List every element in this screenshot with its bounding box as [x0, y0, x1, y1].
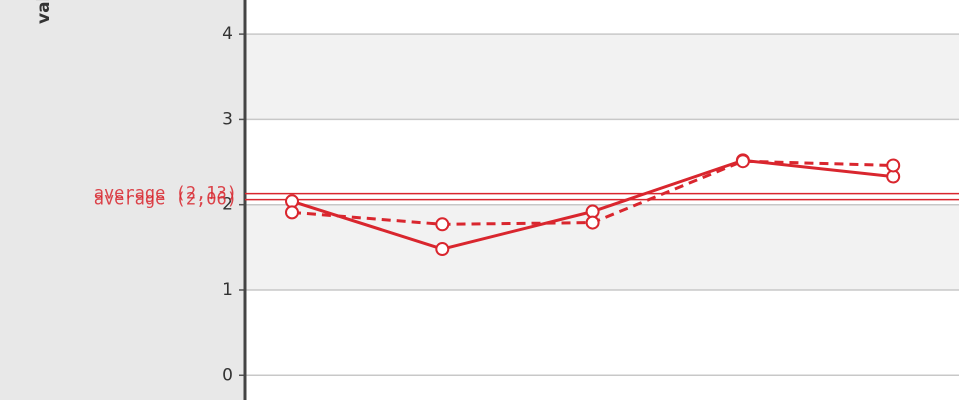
average-label: average (2,13): [94, 184, 237, 204]
point: [886, 158, 901, 173]
point: [285, 205, 299, 220]
average-label: average (2,06): [94, 190, 237, 210]
grid-band: [245, 34, 959, 120]
axis-panel: [0, 0, 245, 400]
point: [735, 154, 750, 169]
y-tick-label: 2: [222, 195, 233, 215]
y-tick-label: 3: [222, 109, 233, 129]
grid-band: [245, 204, 959, 290]
y-axis-label: value: [34, 0, 54, 24]
point: [435, 242, 450, 257]
point: [435, 217, 450, 232]
point: [585, 215, 600, 230]
y-tick-label: 4: [222, 24, 233, 44]
y-tick-label: 0: [222, 365, 233, 385]
y-tick-label: 1: [222, 280, 233, 300]
